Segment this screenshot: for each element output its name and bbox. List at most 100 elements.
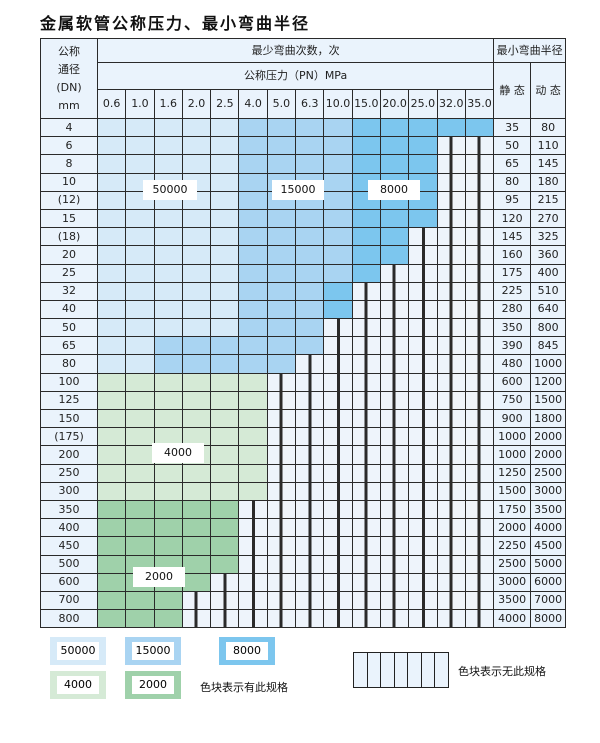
- dynamic-radius-cell: 180: [530, 172, 567, 192]
- dn-cell: (175): [40, 427, 98, 447]
- unavailable-cell: [266, 408, 297, 429]
- available-cell: [351, 208, 381, 229]
- available-cell: [210, 245, 240, 265]
- static-radius-cell: 4000: [493, 609, 532, 629]
- unavailable-cell: [295, 554, 325, 574]
- unavailable-cell: [436, 336, 466, 356]
- unavailable-cell: [295, 390, 325, 411]
- available-cell: [323, 245, 353, 265]
- available-cell: [153, 336, 183, 356]
- unavailable-cell: [379, 263, 410, 283]
- available-cell: [238, 408, 268, 429]
- static-radius-cell: 600: [493, 372, 532, 392]
- unavailable-cell: [464, 445, 495, 465]
- dn-cell: (18): [40, 227, 98, 247]
- available-cell: [153, 536, 183, 556]
- available-cell: [295, 299, 325, 320]
- dn-cell: 6: [40, 136, 98, 156]
- available-cell: [96, 117, 127, 138]
- unavailable-cell: [408, 281, 438, 301]
- available-cell: [153, 318, 183, 338]
- table-row: 8 65 145: [40, 154, 567, 174]
- unavailable-cell: [379, 408, 410, 429]
- unavailable-cell: [210, 609, 240, 629]
- dynamic-radius-cell: 360: [530, 245, 567, 265]
- available-cell: [295, 136, 325, 156]
- available-cell: [153, 518, 183, 538]
- unavailable-cell: [436, 554, 466, 574]
- dn-cell: 4: [40, 117, 98, 138]
- table-row: (18) 145 325: [40, 227, 567, 247]
- available-cell: [181, 463, 212, 483]
- legend-label: 8000: [226, 642, 268, 660]
- unavailable-cell: [379, 590, 410, 611]
- available-cell: [125, 281, 155, 301]
- table-row: 800 4000 8000: [40, 609, 567, 629]
- available-cell: [379, 136, 410, 156]
- unavailable-cell: [238, 609, 268, 629]
- static-radius-cell: 120: [493, 208, 532, 229]
- available-cell: [351, 136, 381, 156]
- table-row: 40 280 640: [40, 299, 567, 320]
- static-radius-cell: 225: [493, 281, 532, 301]
- unavailable-cell: [238, 572, 268, 592]
- available-cell: [408, 208, 438, 229]
- dynamic-header: 动 态: [530, 62, 567, 119]
- available-cell: [266, 227, 297, 247]
- unavailable-cell: [408, 499, 438, 520]
- available-cell: [181, 318, 212, 338]
- available-cell: [379, 117, 410, 138]
- available-cell: [238, 463, 268, 483]
- available-cell: [153, 154, 183, 174]
- available-cell: [238, 227, 268, 247]
- dn-cell: 15: [40, 208, 98, 229]
- unavailable-cell: [351, 336, 381, 356]
- available-cell: [238, 299, 268, 320]
- dn-cell: 80: [40, 354, 98, 374]
- available-cell: [210, 536, 240, 556]
- available-cell: [181, 572, 212, 592]
- available-cell: [96, 536, 127, 556]
- available-cell: [408, 117, 438, 138]
- unavailable-cell: [379, 518, 410, 538]
- dynamic-radius-cell: 845: [530, 336, 567, 356]
- available-cell: [266, 299, 297, 320]
- available-cell: [125, 354, 155, 374]
- table-row: 150 900 1800: [40, 408, 567, 429]
- available-cell: [153, 427, 183, 447]
- unavailable-cell: [379, 372, 410, 392]
- unavailable-cell: [464, 408, 495, 429]
- unavailable-cell: [351, 445, 381, 465]
- available-cell: [266, 136, 297, 156]
- dn-cell: 40: [40, 299, 98, 320]
- available-cell: [153, 117, 183, 138]
- unavailable-cell: [323, 390, 353, 411]
- unavailable-cell: [408, 572, 438, 592]
- static-radius-cell: 2250: [493, 536, 532, 556]
- unavailable-cell: [379, 427, 410, 447]
- unavailable-cell: [295, 463, 325, 483]
- dn-cell: 10: [40, 172, 98, 192]
- available-cell: [153, 408, 183, 429]
- available-cell: [210, 408, 240, 429]
- dn-cell: (12): [40, 190, 98, 210]
- available-cell: [125, 463, 155, 483]
- pressure-col-header: 15.0: [351, 89, 381, 119]
- unavailable-cell: [464, 590, 495, 611]
- unavailable-cell: [351, 518, 381, 538]
- unavailable-cell: [464, 190, 495, 210]
- dn-cell: 400: [40, 518, 98, 538]
- radius-header: 最小弯曲半径: [493, 38, 567, 63]
- unavailable-cell: [351, 354, 381, 374]
- table-row: 100 600 1200: [40, 372, 567, 392]
- available-cell: [379, 245, 410, 265]
- unavailable-cell: [464, 609, 495, 629]
- unavailable-cell: [323, 372, 353, 392]
- available-cell: [125, 318, 155, 338]
- available-cell: [323, 154, 353, 174]
- dn-cell: 32: [40, 281, 98, 301]
- available-cell: [295, 263, 325, 283]
- available-cell: [181, 408, 212, 429]
- dn-cell: 500: [40, 554, 98, 574]
- available-cell: [96, 554, 127, 574]
